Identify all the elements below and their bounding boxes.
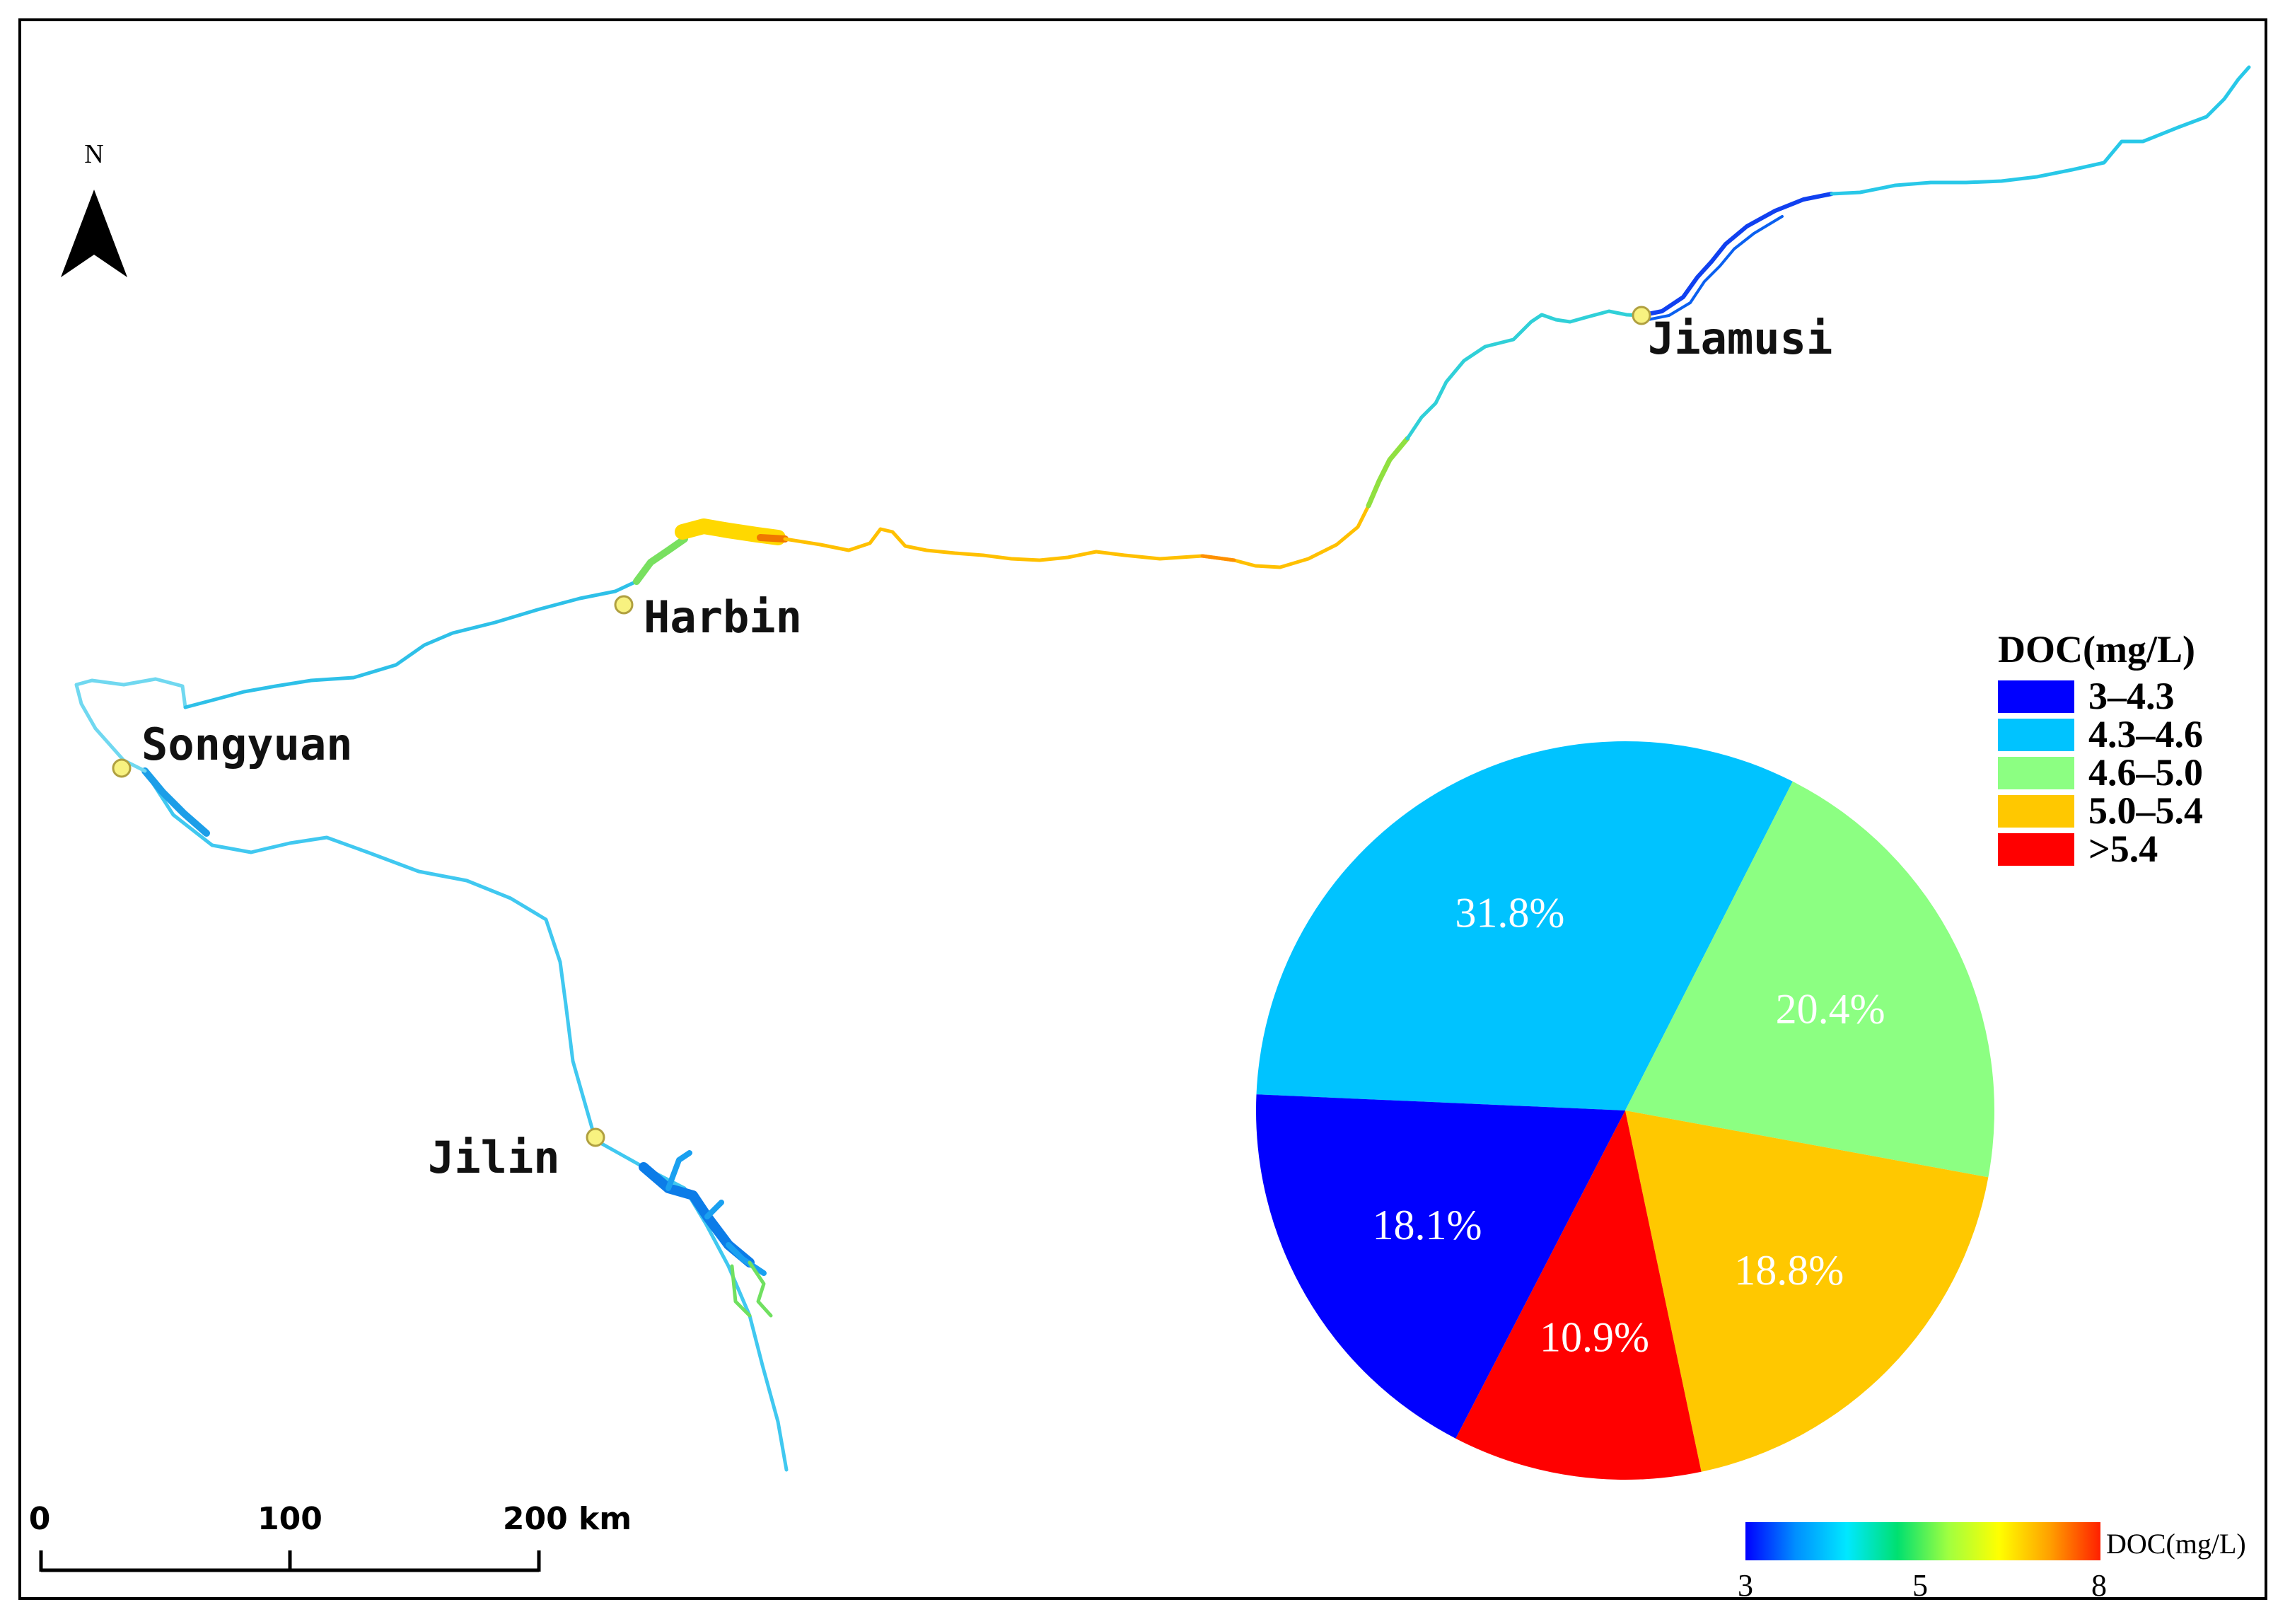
river-segment-nen xyxy=(74,677,187,773)
scale-label: 0 xyxy=(29,1501,51,1537)
legend-swatch xyxy=(1998,757,2074,789)
river-segment-songyuan-bend xyxy=(141,767,210,837)
city-label: Jiamusi xyxy=(1648,313,1832,364)
legend-label: >5.4 xyxy=(2088,828,2158,870)
color-ramp: DOC(mg/L) 3 5 8 xyxy=(1738,1522,2246,1603)
river-segment-reservoir-branch xyxy=(666,1150,767,1276)
river-segment-middle-orange xyxy=(1200,554,1236,562)
color-ramp-tick: 5 xyxy=(1912,1568,1928,1603)
pie-chart: 31.8% 20.4% 18.8% 10.9% 18.1% xyxy=(1256,741,1994,1480)
color-ramp-title: DOC(mg/L) xyxy=(2106,1528,2246,1560)
city-marker xyxy=(614,595,634,615)
legend-swatch xyxy=(1998,719,2074,751)
legend-label: 5.0–5.4 xyxy=(2088,789,2203,832)
river-segment-lower-cyan xyxy=(1405,309,1643,441)
river-segment-harbin xyxy=(633,535,688,585)
north-arrow: N xyxy=(61,139,127,277)
river-network xyxy=(74,65,2251,1472)
river-segment-lower-green xyxy=(1366,436,1410,509)
river-segment-jiamusi-blue xyxy=(1639,192,1834,318)
river-segment-jiamusi-blue-2 xyxy=(1646,215,1784,321)
pie-slice xyxy=(1455,1110,1702,1480)
pie-slice-label: 20.4% xyxy=(1776,986,1885,1033)
pie-slice-label: 31.8% xyxy=(1455,889,1564,936)
river-segment-middle xyxy=(783,504,1371,569)
city-harbin: Harbin xyxy=(614,591,802,643)
river-segment-upper-songhua xyxy=(143,769,789,1472)
city-marker xyxy=(1632,306,1651,325)
legend-swatch xyxy=(1998,795,2074,828)
legend-swatch xyxy=(1998,680,2074,713)
legend-label: 3–4.3 xyxy=(2088,675,2175,717)
city-songyuan: Songyuan xyxy=(112,719,353,778)
city-label: Jilin xyxy=(428,1132,560,1183)
north-label: N xyxy=(84,139,103,169)
city-label: Songyuan xyxy=(141,719,353,770)
river-segment-final xyxy=(1830,65,2251,196)
city-label: Harbin xyxy=(644,591,802,643)
pie-slice-label: 18.1% xyxy=(1372,1202,1482,1248)
scale-label: 200 km xyxy=(503,1501,632,1537)
pie-slice xyxy=(1625,1110,1989,1472)
legend-label: 4.3–4.6 xyxy=(2088,713,2203,755)
city-marker xyxy=(112,758,132,778)
legend-label: 4.6–5.0 xyxy=(2088,751,2203,794)
color-ramp-tick: 8 xyxy=(2091,1568,2107,1603)
river-segment-songyuan-harbin xyxy=(183,579,639,709)
pie-slice-label: 18.8% xyxy=(1734,1247,1844,1294)
pie-slice xyxy=(1256,1094,1625,1439)
pie-slice xyxy=(1625,781,1994,1178)
color-ramp-tick: 3 xyxy=(1738,1568,1753,1603)
river-segment-upper-green xyxy=(730,1260,773,1318)
city-marker xyxy=(586,1127,605,1147)
pie-slice xyxy=(1256,741,1793,1110)
scale-label: 100 xyxy=(257,1501,322,1537)
color-ramp-bar xyxy=(1745,1522,2100,1560)
scale-bar xyxy=(39,1550,541,1572)
city-jilin: Jilin xyxy=(428,1127,605,1183)
pie-slice-label: 10.9% xyxy=(1540,1314,1649,1361)
legend-title: DOC(mg/L) xyxy=(1998,628,2195,671)
legend-swatch xyxy=(1998,833,2074,866)
legend: DOC(mg/L) 3–4.34.3–4.64.6–5.05.0–5.4>5.4 xyxy=(1998,628,2203,870)
river-segment-lake-red xyxy=(757,534,789,543)
city-jiamusi: Jiamusi xyxy=(1632,306,1832,364)
north-arrow-icon xyxy=(61,190,127,277)
